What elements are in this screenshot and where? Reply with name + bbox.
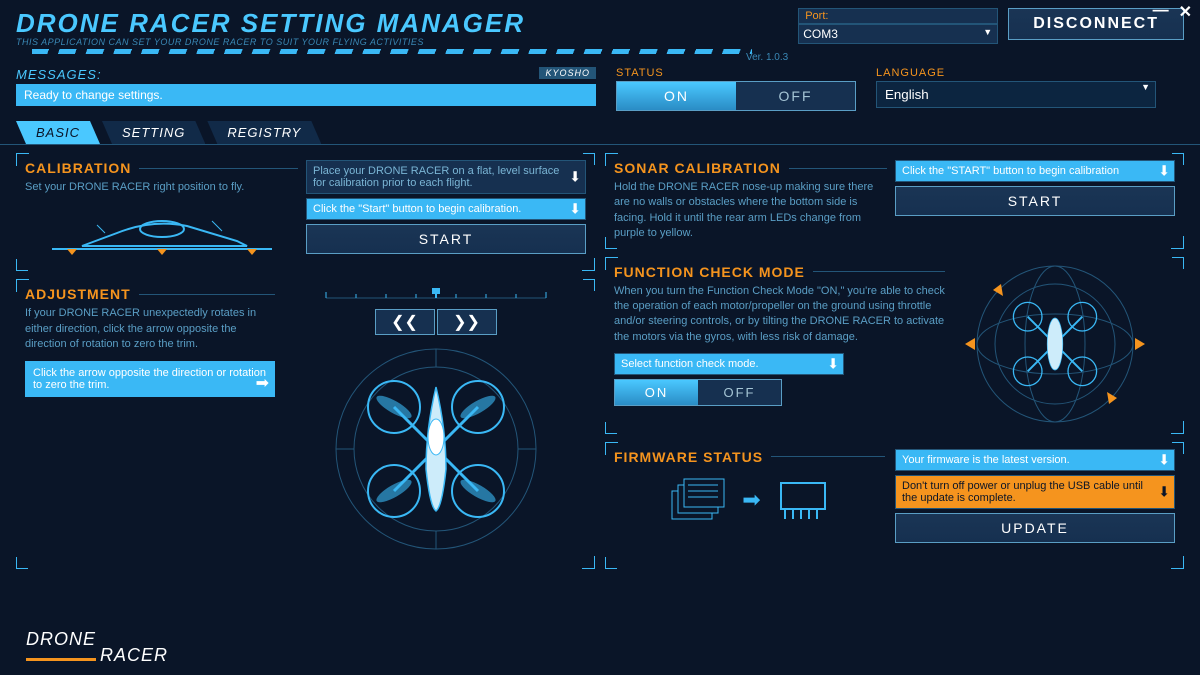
firmware-update-button[interactable]: UPDATE [895,513,1175,543]
app-subtitle: THIS APPLICATION CAN SET YOUR DRONE RACE… [16,37,798,47]
calibration-info1: Place your DRONE RACER on a flat, level … [306,160,586,194]
calibration-desc: Set your DRONE RACER right position to f… [25,180,298,195]
firmware-title: FIRMWARE STATUS [614,449,885,465]
language-select[interactable]: English [876,81,1156,108]
firmware-warning: Don't turn off power or unplug the USB c… [895,475,1175,509]
drone-sphere-illustration [955,264,1175,427]
brand-badge: KYOSHO [539,67,596,79]
fcheck-on-button[interactable]: ON [615,380,698,405]
drone-top-gauge [326,339,546,559]
sonar-start-button[interactable]: START [895,186,1175,216]
port-label: Port: [798,8,998,24]
down-arrow-icon: ⬇ [827,356,839,373]
status-on-button[interactable]: ON [617,82,736,110]
trim-right-button[interactable]: ❯❯ [437,309,497,335]
adjustment-title: ADJUSTMENT [25,286,275,302]
sonar-info: Click the "START" button to begin calibr… [895,160,1175,182]
sonar-title: SONAR CALIBRATION [614,160,887,176]
down-arrow-icon: ⬇ [569,201,581,218]
calibration-start-button[interactable]: START [306,224,586,254]
messages-label: MESSAGES: [16,67,102,82]
right-arrow-icon: ➡ [256,373,269,393]
close-button[interactable]: ✕ [1179,2,1192,22]
version-label: Ver. 1.0.3 [16,52,788,63]
tab-setting[interactable]: SETTING [102,121,205,144]
fcheck-info: Select function check mode.⬇ [614,353,844,375]
tab-registry[interactable]: REGISTRY [207,121,321,144]
down-arrow-icon: ⬇ [569,169,581,186]
messages-body: Ready to change settings. [16,84,596,106]
app-title: DRONE RACER SETTING MANAGER [16,8,798,39]
calibration-title: CALIBRATION [25,160,298,176]
minimize-button[interactable]: — [1153,2,1169,22]
chip-icon [775,477,831,523]
right-arrow-icon: ➡ [742,487,760,513]
trim-scale [316,286,556,300]
pages-icon [668,477,728,523]
sonar-desc: Hold the DRONE RACER nose-up making sure… [614,180,887,242]
fcheck-title: FUNCTION CHECK MODE [614,264,945,280]
firmware-diagram: ➡ [614,477,885,523]
status-label: STATUS [616,67,856,79]
language-label: LANGUAGE [876,67,1156,79]
adjustment-desc: If your DRONE RACER unexpectedly rotates… [25,306,275,352]
status-off-button[interactable]: OFF [736,82,855,110]
down-arrow-icon: ⬇ [1158,163,1170,180]
down-arrow-icon: ⬇ [1158,451,1170,468]
calibration-info2: Click the "Start" button to begin calibr… [306,198,586,220]
brand-logo: DRONE RACER [26,631,168,663]
port-select[interactable]: COM3 [798,24,998,44]
fcheck-desc: When you turn the Function Check Mode "O… [614,284,945,346]
drone-side-illustration [25,201,298,264]
tab-basic[interactable]: BASIC [16,121,100,144]
trim-left-button[interactable]: ❮❮ [375,309,435,335]
down-arrow-icon: ⬇ [1158,483,1170,500]
firmware-info: Your firmware is the latest version.⬇ [895,449,1175,471]
fcheck-off-button[interactable]: OFF [698,380,781,405]
adjustment-tip: Click the arrow opposite the direction o… [25,361,275,397]
